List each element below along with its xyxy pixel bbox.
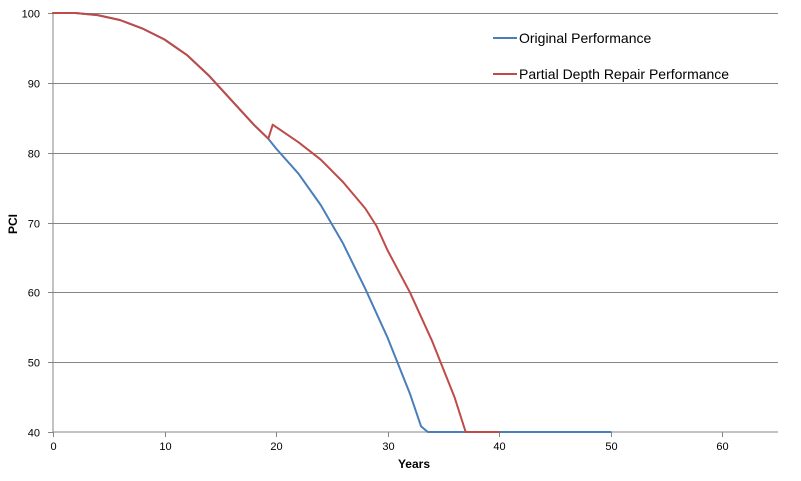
x-tick-label: 50 [605,441,617,453]
y-tick-label: 80 [28,149,40,161]
legend: Original Performance Partial Depth Repair… [493,30,729,82]
y-tick-label: 60 [28,288,40,300]
legend-item: Partial Depth Repair Performance [493,66,729,82]
x-tick-label: 20 [270,441,282,453]
series-line-partial-depth-repair-performance [52,12,501,433]
y-tick-label: 90 [28,79,40,91]
y-tick-label: 50 [28,358,40,370]
x-tick-label: 40 [493,441,505,453]
y-tick-label: 70 [28,219,40,231]
x-tick-label: 10 [159,441,171,453]
y-axis-title: PCI [6,214,20,234]
ticks: 40 50 60 70 80 90 100 0 10 20 30 40 50 60 [22,9,729,454]
legend-label: Partial Depth Repair Performance [519,66,729,82]
x-tick-label: 30 [382,441,394,453]
y-tick-label: 100 [22,9,40,21]
y-tick-label: 40 [28,428,40,440]
legend-label: Original Performance [519,30,651,46]
legend-item: Original Performance [493,30,651,46]
series [52,12,612,433]
x-axis-title: Years [398,457,430,471]
gridlines [53,13,778,363]
x-tick-label: 0 [50,441,56,453]
x-tick-label: 60 [716,441,728,453]
